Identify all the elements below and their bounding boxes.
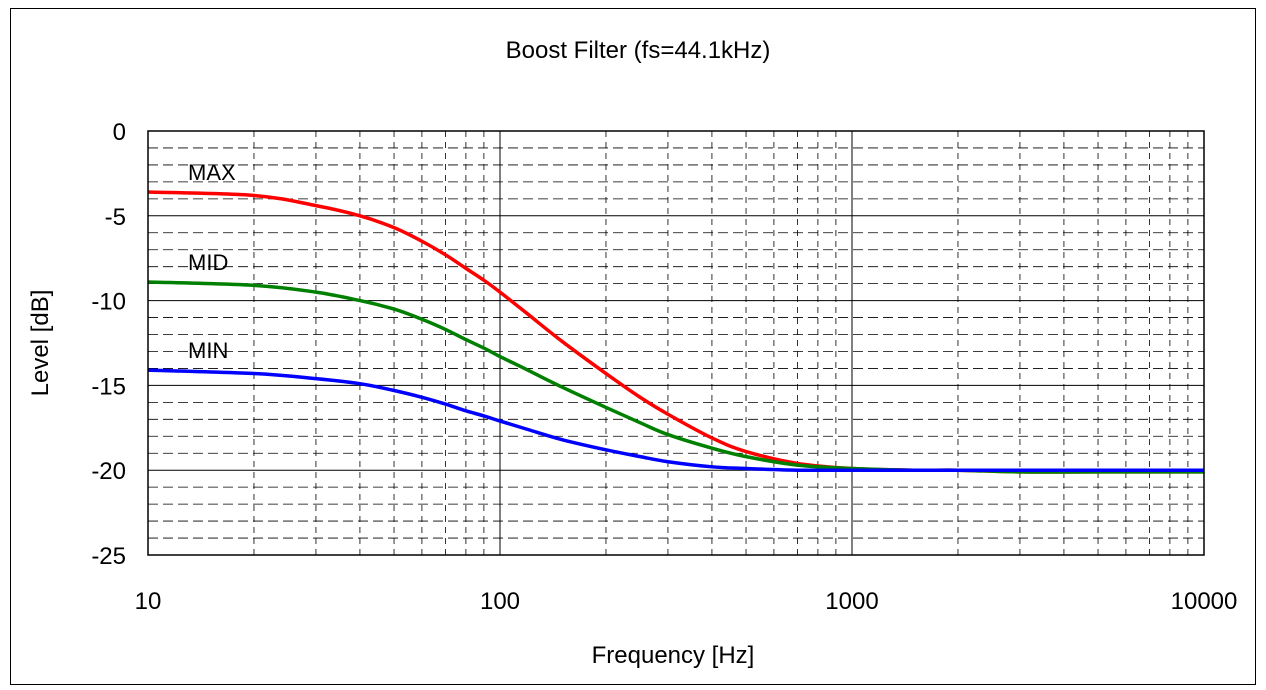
x-tick-label: 10 [135,588,162,615]
y-tick-label: 0 [113,119,126,146]
x-axis-label: Frequency [Hz] [592,642,755,669]
x-axis-ticks: 10 100 1000 10000 [135,588,1238,615]
series-labels: MAX MID MIN [188,160,236,363]
y-tick-label: -10 [91,289,126,316]
grid [148,131,1204,555]
y-axis-label: Level [dB] [27,290,54,397]
series-line-min [147,368,1204,473]
y-tick-label: -20 [91,458,126,485]
x-tick-label: 100 [480,588,520,615]
y-tick-label: -15 [91,373,126,400]
chart-frame [10,8,1256,685]
y-axis-ticks: 0 -5 -10 -15 -20 -25 [91,119,126,570]
series-label-min: MIN [188,338,228,363]
y-tick-label: -5 [105,204,126,231]
series-label-mid: MID [188,250,228,275]
series-lines [147,190,1204,474]
series-label-max: MAX [188,160,236,185]
series-line-max [147,190,1204,474]
x-tick-label: 10000 [1171,588,1238,615]
plot-area [147,130,1205,556]
y-tick-label: -25 [91,543,126,570]
x-tick-label: 1000 [825,588,878,615]
chart-title: Boost Filter (fs=44.1kHz) [506,37,771,64]
